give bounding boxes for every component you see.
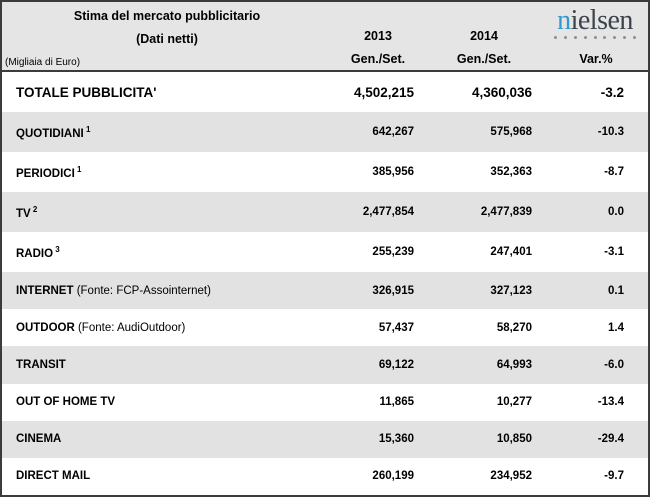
nielsen-logo-dots [551,36,639,40]
value-2013: 15,360 [378,433,414,446]
column-header-2013: 2013 Gen./Set. [332,2,424,70]
row-label-footnote: 1 [83,124,91,134]
row-label-footnote: 2 [30,204,38,214]
value-2013: 69,122 [378,358,414,371]
logo-dot [573,36,577,40]
row-label-source-note: (Fonte: AudiOutdoor) [74,321,186,334]
unit-note: (Migliaia di Euro) [5,57,81,68]
value-2014: 10,850 [496,433,532,446]
value-var-pct: -8.7 [604,166,624,179]
row-label: TRANSIT [16,358,66,371]
value-2013: 260,199 [372,470,414,483]
row-label: DIRECT MAIL [16,470,91,483]
row-label: INTERNET (Fonte: FCP-Assointernet) [16,284,211,297]
value-2014: 10,277 [496,396,532,409]
value-2014: 58,270 [496,321,532,334]
value-2013: 385,956 [372,166,414,179]
logo-dot [563,36,567,40]
logo-dot [603,36,607,40]
table-row: CINEMA 15,360 10,850 -29.4 [2,420,648,458]
table-row: TV 2 2,477,854 2,477,839 0.0 [2,192,648,233]
table-subtitle: (Dati netti) [136,32,198,46]
table-row: DIRECT MAIL 260,199 234,952 -9.7 [2,457,648,496]
value-2014: 247,401 [490,246,532,259]
logo-dot [593,36,597,40]
value-var-pct: 0.0 [608,206,624,219]
row-label: PERIODICI 1 [16,164,82,180]
row-label: QUOTIDIANI 1 [16,124,91,140]
value-2014: 4,360,036 [471,84,532,100]
logo-dot [554,36,557,40]
row-label-footnote: 1 [74,164,82,174]
value-2013: 642,267 [372,126,414,139]
row-label: OUTDOOR (Fonte: AudiOutdoor) [16,321,186,334]
logo-dot [613,36,617,40]
value-var-pct: -10.3 [597,126,624,139]
logo-dot [583,36,587,40]
value-var-pct: 0.1 [608,284,624,297]
value-2014: 2,477,839 [480,206,532,219]
value-var-pct: -9.7 [604,470,624,483]
value-var-pct: -3.2 [600,84,624,100]
value-2014: 575,968 [490,126,532,139]
row-label: CINEMA [16,433,62,446]
value-2014: 327,123 [490,284,532,297]
table-title: Stima del mercato pubblicitario [73,9,261,23]
column-header-2013-year: 2013 [364,29,392,43]
header-label-block: Stima del mercato pubblicitario (Dati ne… [2,2,332,70]
value-2014: 64,993 [496,358,532,371]
row-label: TV 2 [16,204,38,220]
table-body: TOTALE PUBBLICITA' 4,502,215 4,360,036 -3.2… [2,72,648,496]
table-row: INTERNET (Fonte: FCP-Assointernet) 326,91… [2,272,648,310]
table-row: TRANSIT 69,122 64,993 -6.0 [2,346,648,384]
table-row: OUTDOOR (Fonte: AudiOutdoor) 57,437 58,270… [2,309,648,347]
row-label-footnote: 3 [53,244,60,254]
nielsen-wordmark-n: n [557,5,571,36]
logo-dot [633,36,636,40]
nielsen-wordmark-rest: ielsen [570,5,634,36]
column-header-2014-year: 2014 [470,29,498,43]
value-var-pct: -29.4 [597,433,624,446]
value-var-pct: 1.4 [608,321,624,334]
table-row: TOTALE PUBBLICITA' 4,502,215 4,360,036 -3.2 [2,72,648,113]
column-header-var: Var.% [544,2,648,70]
value-var-pct: -13.4 [597,396,624,409]
table-header: Stima del mercato pubblicitario (Dati ne… [2,2,648,72]
row-label: TOTALE PUBBLICITA' [16,84,157,100]
column-header-2013-period: Gen./Set. [350,52,406,66]
row-label: OUT OF HOME TV [16,396,116,409]
table-row: OUT OF HOME TV 11,865 10,277 -13.4 [2,383,648,421]
nielsen-wordmark: nielsen [551,6,639,35]
column-header-var-label: Var.% [579,52,613,66]
column-header-2014-period: Gen./Set. [456,52,512,66]
value-2013: 4,502,215 [353,84,414,100]
value-2013: 255,239 [372,246,414,259]
row-label: RADIO 3 [16,244,60,260]
column-header-2014: 2014 Gen./Set. [424,2,544,70]
value-2014: 234,952 [490,470,532,483]
row-label-source-note: (Fonte: FCP-Assointernet) [73,284,211,297]
value-2014: 352,363 [490,166,532,179]
logo-dot [623,36,627,40]
value-2013: 2,477,854 [362,206,414,219]
value-var-pct: -3.1 [604,246,624,259]
table-row: PERIODICI 1 385,956 352,363 -8.7 [2,152,648,193]
value-2013: 326,915 [372,284,414,297]
value-2013: 11,865 [379,396,414,409]
table-row: RADIO 3 255,239 247,401 -3.1 [2,232,648,273]
nielsen-logo: nielsen [551,6,639,40]
table-row: QUOTIDIANI 1 642,267 575,968 -10.3 [2,112,648,153]
value-var-pct: -6.0 [604,358,624,371]
value-2013: 57,437 [378,321,414,334]
